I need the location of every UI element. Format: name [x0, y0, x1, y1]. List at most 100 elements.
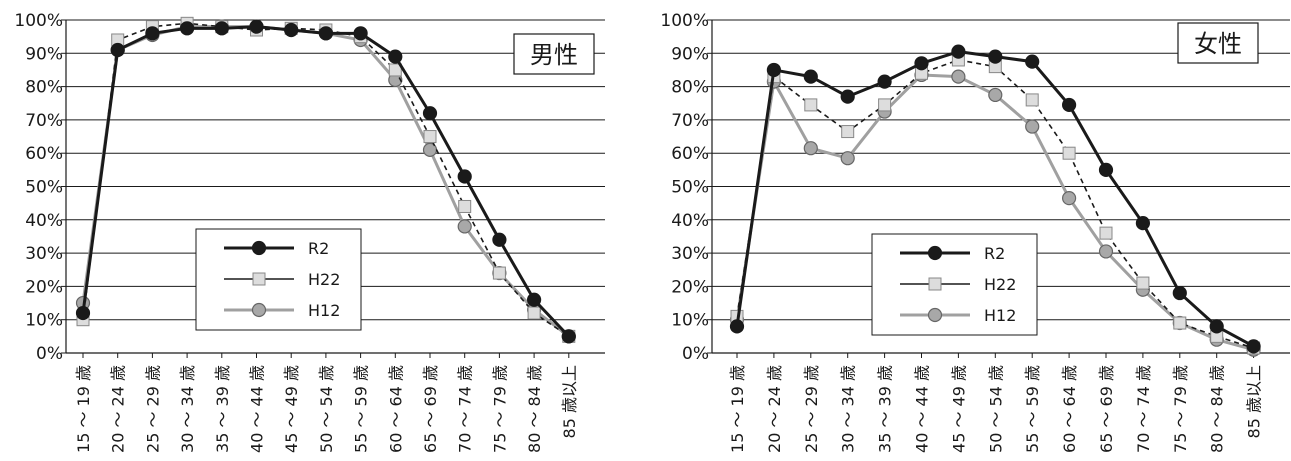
x-tick-label: 60 ～ 64 歳: [386, 365, 405, 453]
legend-label: R2: [308, 239, 329, 258]
data-point: [1172, 285, 1187, 301]
legend-marker: [927, 245, 943, 261]
data-point: [1098, 244, 1114, 259]
data-point: [422, 106, 438, 121]
y-tick-label: 90%: [25, 44, 63, 64]
legend-item: R2: [224, 239, 329, 258]
data-point: [1062, 97, 1077, 113]
y-tick-label: 30%: [671, 244, 709, 264]
y-tick-labels: 0% 10% 20% 30% 40% 50% 60% 70% 80% 90% 100%: [14, 11, 66, 364]
legend-marker: [251, 240, 267, 256]
gridlines: [66, 19, 605, 321]
data-point: [353, 26, 368, 41]
x-tick-label: 60 ～ 64 歳: [1060, 365, 1079, 453]
data-point: [951, 44, 966, 59]
x-tick-label: 75 ～ 79 歳: [490, 365, 509, 453]
data-point: [388, 63, 402, 77]
data-point: [841, 125, 855, 139]
x-tick-label: 50 ～ 54 歳: [986, 365, 1005, 453]
x-tick-label: 55 ～ 59 歳: [352, 365, 371, 453]
data-point: [284, 22, 299, 38]
data-point: [1025, 54, 1040, 69]
x-tick-label: 50 ～ 54 歳: [317, 365, 336, 453]
data-point: [1062, 191, 1077, 206]
data-point: [249, 19, 264, 34]
x-tick-label: 70 ～ 74 歳: [1134, 365, 1153, 453]
data-point: [729, 319, 745, 334]
data-point: [840, 89, 855, 104]
data-point: [1246, 339, 1261, 354]
data-point: [803, 141, 818, 156]
title-box: [513, 33, 595, 75]
series-r2: [729, 44, 1261, 354]
chart-female: 0% 10% 20% 30% 40% 50% 60% 70% 80% 90% 100% 15 ～ 19…: [660, 11, 1290, 453]
legend-label: H22: [984, 275, 1016, 294]
y-tick-label: 20%: [671, 277, 709, 297]
x-tick-label: 85 歳以上: [1245, 365, 1264, 438]
x-tick-label: 20 ～ 24 歳: [765, 365, 784, 453]
x-tick-labels: 15 ～ 19 歳 20 ～ 24 歳 25 ～ 29 歳 30 ～ 34 歳 35 ～…: [728, 353, 1264, 453]
data-point: [1135, 216, 1150, 231]
data-point: [877, 74, 892, 89]
legend-label: H12: [308, 301, 340, 320]
legend-item: H22: [900, 275, 1016, 294]
legend-label: R2: [984, 244, 1005, 263]
x-tick-label: 25 ～ 29 歳: [143, 365, 162, 453]
legend-item: H12: [224, 301, 340, 320]
data-point: [457, 219, 472, 234]
chart-title: 女性: [1177, 22, 1259, 64]
y-tick-label: 40%: [25, 211, 63, 231]
data-point: [1173, 316, 1187, 330]
y-tick-label: 90%: [671, 44, 709, 64]
series-r2: [75, 19, 576, 344]
x-tick-label: 85 歳以上: [560, 365, 579, 438]
x-tick-label: 25 ～ 29 歳: [802, 365, 821, 453]
y-tick-label: 100%: [660, 11, 709, 31]
y-tick-label: 50%: [671, 178, 709, 198]
legend-marker: [928, 277, 942, 291]
y-tick-label: 0%: [36, 344, 63, 364]
x-tick-label: 30 ～ 34 歳: [178, 365, 197, 453]
data-point: [180, 21, 195, 36]
legend: R2 H22 H12: [195, 228, 362, 331]
data-point: [840, 151, 855, 166]
data-point: [803, 69, 818, 84]
y-tick-label: 50%: [25, 178, 63, 198]
title-text: 男性: [530, 41, 578, 69]
x-tick-label: 15 ～ 19 歳: [728, 365, 747, 453]
data-point: [988, 87, 1003, 103]
x-tick-label: 65 ～ 69 歳: [1097, 365, 1116, 453]
y-tick-label: 10%: [25, 311, 63, 331]
data-point: [804, 98, 818, 112]
data-point: [951, 69, 966, 84]
data-point: [1099, 226, 1113, 240]
data-point: [1098, 162, 1114, 177]
x-tick-label: 30 ～ 34 歳: [839, 365, 858, 453]
x-tick-label: 75 ～ 79 歳: [1171, 365, 1190, 453]
legend-item: H22: [224, 270, 340, 289]
data-point: [492, 266, 506, 280]
data-point: [492, 232, 507, 247]
data-point: [423, 130, 437, 144]
legend-marker: [251, 302, 267, 318]
x-tick-label: 20 ～ 24 歳: [109, 365, 128, 453]
data-point: [110, 42, 125, 58]
x-tick-label: 55 ～ 59 歳: [1023, 365, 1042, 453]
legend-marker: [252, 272, 266, 286]
x-tick-label: 15 ～ 19 歳: [74, 365, 93, 453]
title-text: 女性: [1194, 30, 1242, 58]
data-point: [458, 199, 472, 213]
y-tick-label: 0%: [682, 344, 709, 364]
y-tick-label: 20%: [25, 277, 63, 297]
data-point: [1025, 93, 1039, 107]
y-tick-label: 80%: [25, 78, 63, 98]
data-point: [526, 292, 542, 307]
data-point: [318, 26, 333, 41]
x-tick-label: 45 ～ 49 歳: [282, 365, 301, 453]
x-tick-label: 80 ～ 84 歳: [1208, 365, 1227, 453]
data-point: [1209, 319, 1224, 334]
data-point: [388, 49, 403, 64]
data-point: [914, 56, 929, 71]
legend-item: H12: [900, 306, 1016, 325]
